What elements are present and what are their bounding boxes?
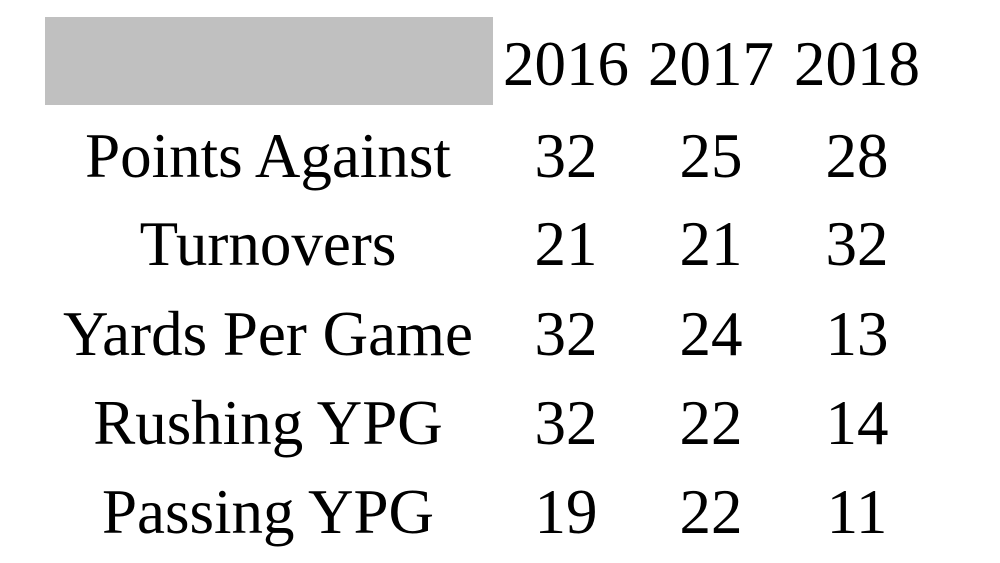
row-label: Points Against [85,121,451,191]
column-header: 2016 [503,29,629,99]
cell-value: 22 [680,388,743,458]
cell-value: 32 [826,209,889,279]
cell-value: 21 [535,209,598,279]
header-corner [45,17,493,105]
cell-value: 21 [680,209,743,279]
row-label: Passing YPG [102,477,434,547]
row-label: Turnovers [140,209,397,279]
cell-value: 28 [826,121,889,191]
cell-value: 24 [680,299,743,369]
column-header: 2018 [794,29,920,99]
cell-value: 32 [535,121,598,191]
cell-value: 22 [680,477,743,547]
cell-value: 13 [826,299,889,369]
row-label: Rushing YPG [93,388,442,458]
cell-value: 25 [680,121,743,191]
column-header: 2017 [648,29,774,99]
cell-value: 32 [535,388,598,458]
cell-value: 19 [535,477,598,547]
row-label: Yards Per Game [63,299,473,369]
cell-value: 14 [826,388,889,458]
cell-value: 11 [827,477,888,547]
cell-value: 32 [535,299,598,369]
